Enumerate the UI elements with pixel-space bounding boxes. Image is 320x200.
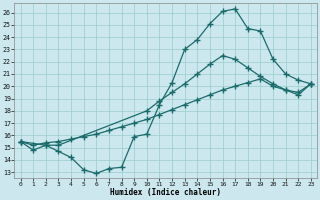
X-axis label: Humidex (Indice chaleur): Humidex (Indice chaleur) — [110, 188, 221, 197]
